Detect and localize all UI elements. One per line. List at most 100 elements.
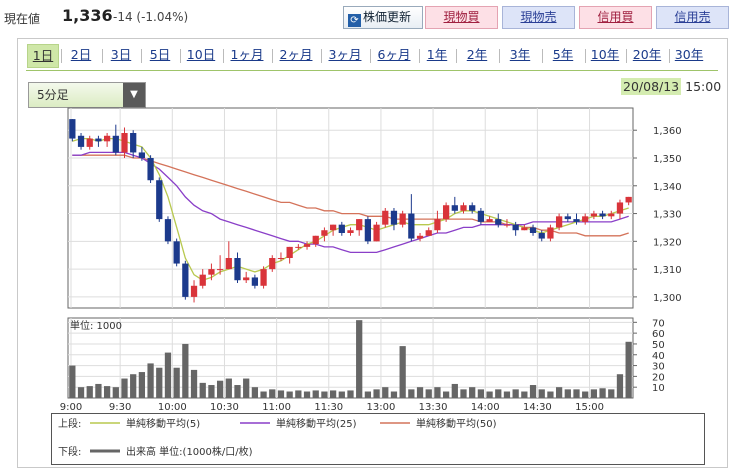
- candle-body: [364, 219, 372, 242]
- price-tick-label: 1,350: [653, 154, 682, 165]
- x-tick-label: 10:30: [210, 402, 239, 413]
- volume-bar: [599, 388, 606, 398]
- tab-separator: [222, 49, 224, 63]
- tab-12[interactable]: 5年: [552, 47, 574, 62]
- x-tick-label: 15:00: [575, 402, 604, 413]
- volume-bar: [260, 391, 267, 398]
- candle-body: [495, 219, 502, 225]
- margin-buy-button[interactable]: 信用買: [579, 6, 652, 29]
- volume-bar: [555, 387, 563, 398]
- volume-bar: [477, 389, 485, 398]
- candle-body: [260, 269, 267, 286]
- volume-bar: [356, 320, 363, 398]
- volume-bar: [269, 389, 276, 398]
- candle-body: [555, 216, 563, 228]
- candle-body: [251, 277, 259, 286]
- cash-buy-button[interactable]: 現物買: [425, 6, 498, 29]
- margin-sell-button[interactable]: 信用売: [656, 6, 729, 29]
- interval-select-value: 5分足: [37, 88, 69, 102]
- volume-bar: [399, 346, 406, 398]
- legend-ma25: 単純移動平均(25): [276, 417, 357, 430]
- volume-bar: [329, 390, 337, 398]
- candle-body: [477, 210, 485, 222]
- tab-11[interactable]: 3年: [509, 47, 531, 62]
- tab-separator: [369, 49, 371, 63]
- period-tabs: 1日 2日 3日 5日 10日 1ヶ月 2ヶ月 3ヶ月 6ヶ月 1年 2年 3年 5年 10年 20年 30年: [27, 44, 717, 68]
- tab-10[interactable]: 2年: [466, 47, 488, 62]
- tab-8[interactable]: 6ヶ月: [377, 47, 411, 62]
- current-price-label: 現在値: [4, 12, 41, 26]
- volume-bar: [469, 387, 476, 398]
- volume-bar: [460, 389, 467, 398]
- chart-legend: 上段: 単純移動平均(5) 単純移動平均(25) 単純移動平均(50) 下段: …: [51, 413, 705, 465]
- volume-bar: [564, 389, 571, 398]
- volume-bar: [216, 380, 224, 398]
- tab-9[interactable]: 1年: [426, 47, 448, 62]
- tab-separator: [101, 49, 103, 63]
- candle-body: [451, 205, 458, 211]
- legend-ma50: 単純移動平均(50): [416, 417, 497, 430]
- tab-13[interactable]: 10年: [590, 47, 620, 62]
- candle-body: [243, 277, 250, 281]
- tab-6[interactable]: 2ヶ月: [279, 47, 313, 62]
- volume-bar: [234, 385, 241, 398]
- tab-separator: [320, 49, 322, 63]
- volume-bar: [425, 389, 432, 398]
- candle-body: [608, 213, 615, 217]
- candle-body: [312, 235, 319, 245]
- x-tick-label: 9:00: [60, 402, 82, 413]
- price-plot-area: [67, 107, 634, 309]
- tab-1[interactable]: 2日: [70, 47, 92, 62]
- tab-separator: [179, 49, 181, 63]
- volume-bar: [573, 389, 580, 398]
- volume-bar: [164, 352, 172, 398]
- volume-bar: [416, 387, 424, 398]
- volume-bar: [347, 390, 354, 398]
- volume-bar: [512, 389, 519, 398]
- volume-tick-label: 40: [652, 351, 665, 362]
- tab-3[interactable]: 5日: [149, 47, 171, 62]
- volume-bar: [382, 387, 389, 398]
- candle-body: [547, 227, 554, 239]
- candle-body: [425, 230, 432, 236]
- candle-body: [156, 180, 163, 220]
- candle-body: [373, 224, 380, 242]
- tab-15[interactable]: 30年: [674, 47, 704, 62]
- volume-bar: [503, 391, 511, 398]
- candle-body: [130, 133, 137, 153]
- tab-7[interactable]: 3ヶ月: [328, 47, 362, 62]
- volume-bar: [277, 390, 285, 398]
- volume-bar: [451, 383, 458, 398]
- tab-5[interactable]: 1ヶ月: [230, 47, 264, 62]
- volume-bar: [77, 387, 85, 398]
- legend-lower-label: 下段:: [58, 445, 81, 458]
- candle-body: [103, 135, 111, 142]
- volume-bar: [338, 391, 345, 398]
- interval-select[interactable]: 5分足 ▼: [28, 82, 146, 108]
- volume-bar: [173, 367, 180, 398]
- current-price-value: 1,336: [62, 6, 113, 25]
- tab-2[interactable]: 3日: [110, 47, 132, 62]
- tab-4[interactable]: 10日: [186, 47, 216, 62]
- tab-0[interactable]: 1日: [27, 44, 59, 68]
- volume-bar: [69, 365, 76, 398]
- cash-sell-button[interactable]: 現物売: [502, 6, 575, 29]
- candle-body: [329, 224, 337, 231]
- volume-bar: [112, 387, 119, 398]
- candle-body: [590, 213, 598, 217]
- candle-body: [295, 246, 302, 248]
- candle-body: [77, 135, 85, 147]
- refresh-price-button[interactable]: ⟳ 株価更新: [343, 6, 423, 29]
- candle-body: [529, 227, 537, 233]
- candle-body: [338, 224, 345, 233]
- candle-body: [234, 258, 241, 281]
- tab-14[interactable]: 20年: [632, 47, 662, 62]
- volume-tick-label: 70: [652, 318, 665, 329]
- volume-bar: [434, 387, 441, 398]
- candle-body: [582, 216, 589, 222]
- legend-volume: 出来高 単位:(1000株/口/枚): [126, 445, 253, 458]
- tab-separator: [668, 49, 670, 63]
- candle-body: [121, 133, 128, 153]
- candle-body: [408, 213, 415, 239]
- volume-bar: [303, 391, 311, 398]
